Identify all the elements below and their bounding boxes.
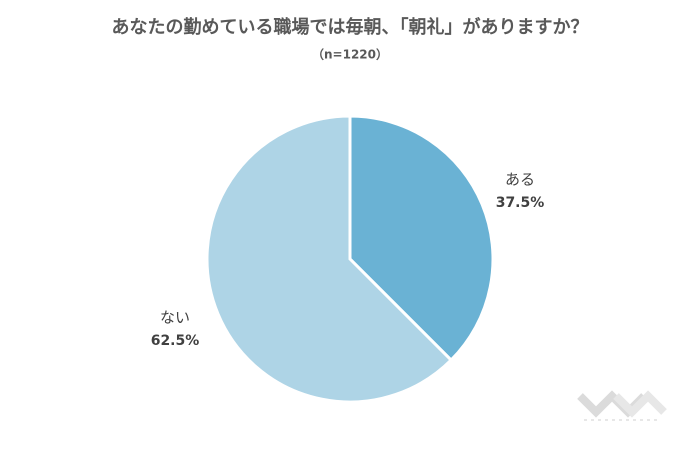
chart-title: あなたの勤めている職場では毎朝、「朝礼」がありますか？: [112, 16, 589, 38]
slice-label: ある: [505, 171, 535, 189]
value-label: 37.5%: [496, 195, 545, 211]
slice-label: ない: [160, 309, 190, 327]
chart-subtitle: （n=1220）: [312, 47, 388, 62]
value-label: 62.5%: [151, 333, 200, 349]
pie-slice: [348, 114, 495, 363]
pie-slice: [205, 114, 454, 404]
watermark-logo: [577, 390, 667, 421]
